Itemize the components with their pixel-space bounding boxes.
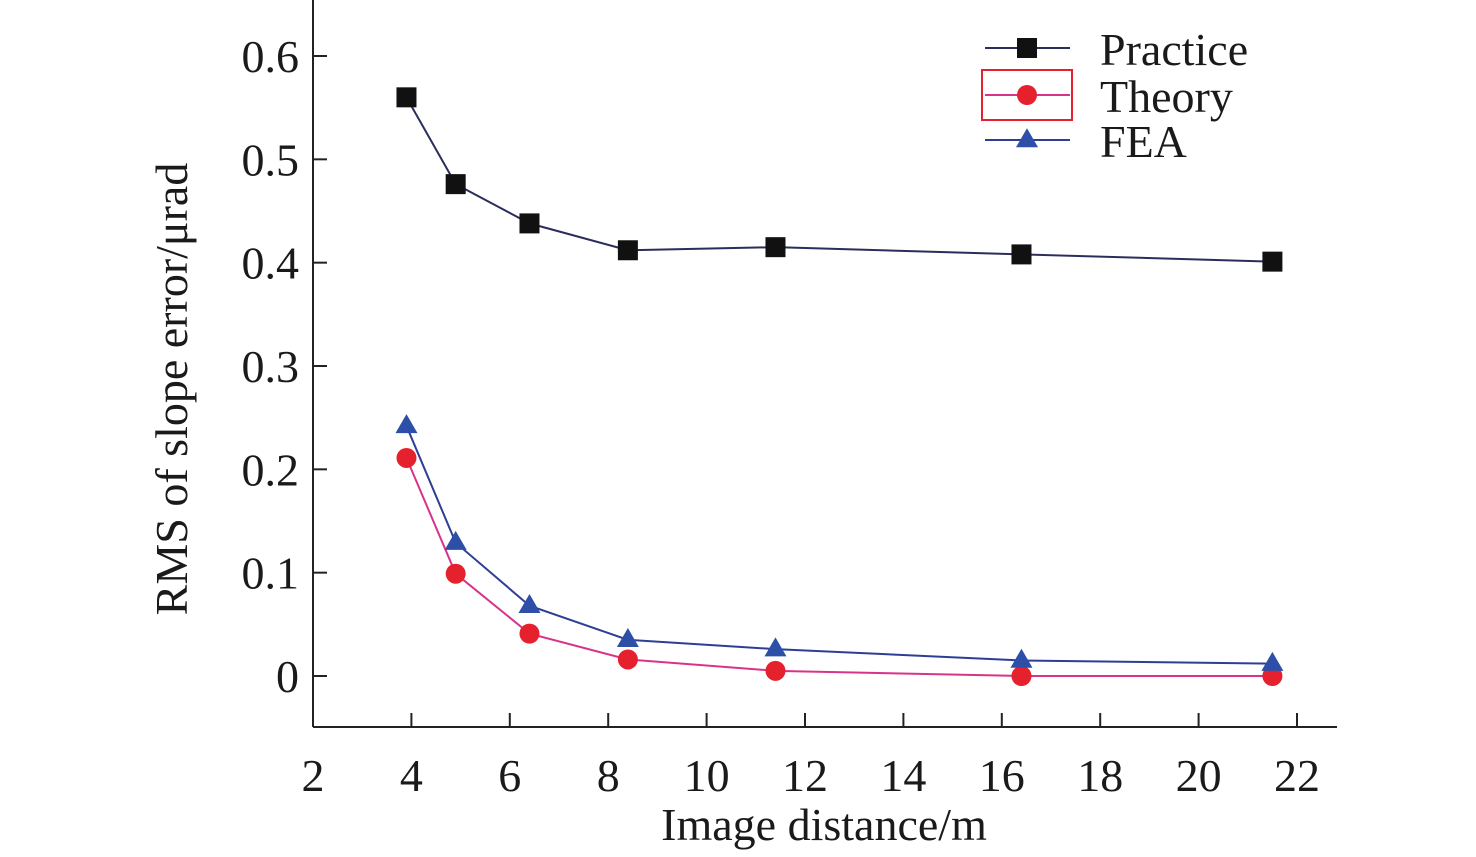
x-axis-title: Image distance/m (661, 799, 987, 850)
x-tick-label: 16 (979, 750, 1025, 801)
legend-item-theory: Theory (981, 69, 1233, 122)
legend-item-practice: Practice (985, 24, 1248, 75)
x-tick-label: 10 (684, 750, 730, 801)
data-point-theory (765, 660, 786, 681)
data-point-fea (444, 530, 467, 550)
y-tick-label: 0.4 (242, 238, 300, 289)
x-tick-label: 8 (597, 750, 620, 801)
y-tick-label: 0.6 (242, 31, 300, 82)
legend-label-theory: Theory (1100, 71, 1233, 122)
x-tick-label: 2 (302, 750, 325, 801)
data-point-practice (519, 213, 540, 234)
y-tick-label: 0 (276, 651, 299, 702)
data-point-theory (396, 447, 417, 468)
y-axis-title: RMS of slope error/μrad (146, 163, 197, 616)
legend-marker-theory (1017, 85, 1037, 105)
data-point-practice (765, 237, 786, 258)
x-tick-label: 12 (782, 750, 828, 801)
series-layer (395, 87, 1284, 686)
data-point-theory (617, 649, 638, 670)
data-point-fea (518, 593, 541, 613)
x-tick-label: 18 (1077, 750, 1123, 801)
y-tick-label: 0.5 (242, 134, 300, 185)
legend-label-practice: Practice (1100, 24, 1248, 75)
data-point-practice (1011, 244, 1032, 265)
y-tick-label: 0.1 (242, 548, 300, 599)
data-point-practice (445, 174, 466, 195)
legend-item-fea: FEA (985, 116, 1187, 167)
y-tick-label: 0.2 (242, 444, 300, 495)
x-tick-label: 14 (880, 750, 926, 801)
axes: 0 0.1 0.2 0.3 0.4 0.5 0.6 2 4 6 8 10 12 14 16 18 20 22 (242, 0, 1337, 801)
data-point-theory (445, 563, 466, 584)
data-point-fea (1010, 648, 1033, 668)
data-point-theory (519, 623, 540, 644)
series-theory (396, 447, 1283, 686)
y-tick-label: 0.3 (242, 341, 300, 392)
legend-marker-fea (1016, 128, 1038, 148)
data-point-fea (395, 414, 418, 434)
data-point-theory (1011, 666, 1032, 686)
x-tick-label: 6 (498, 750, 521, 801)
legend-label-fea: FEA (1100, 116, 1187, 167)
data-point-theory (1262, 666, 1283, 686)
data-point-practice (1262, 251, 1283, 272)
x-tick-label: 4 (400, 750, 423, 801)
legend-highlight-box (981, 69, 1073, 121)
data-point-practice (617, 240, 638, 261)
data-point-fea (1261, 651, 1284, 671)
data-point-fea (764, 637, 787, 657)
series-fea (395, 414, 1284, 671)
data-point-practice (396, 87, 417, 108)
legend-marker-practice (1017, 38, 1037, 58)
data-point-fea (616, 628, 639, 648)
x-tick-label: 22 (1274, 750, 1320, 801)
series-practice (396, 87, 1283, 272)
series-line-theory (405, 457, 1273, 677)
x-tick-label: 20 (1176, 750, 1222, 801)
